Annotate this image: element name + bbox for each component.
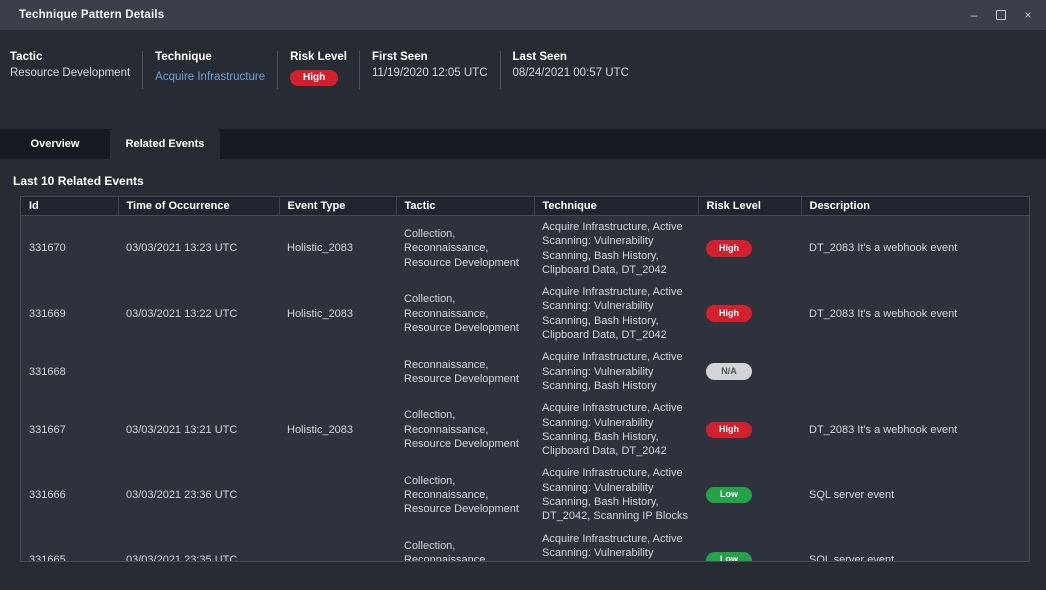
- field-separator: [277, 51, 279, 89]
- tab-bar: Overview Related Events: [0, 129, 1046, 159]
- cell-description: DT_2083 It's a webhook event: [809, 242, 958, 255]
- column-header-event-type: Event Type: [279, 197, 397, 216]
- cell-time: 03/03/2021 13:23 UTC: [126, 242, 238, 255]
- minimize-icon[interactable]: –: [970, 8, 978, 22]
- cell-time: 03/03/2021 13:21 UTC: [126, 423, 238, 436]
- table-row: 331665 03/03/2021 23:35 UTC Collection, Re…: [21, 527, 1029, 562]
- field-separator: [359, 51, 361, 89]
- cell-risk: Low: [698, 528, 801, 561]
- column-header-risk-level: Risk Level: [698, 197, 802, 216]
- risk-badge-high: High: [706, 240, 752, 257]
- cell-risk: High: [698, 281, 801, 346]
- window-controls: – ×: [968, 9, 1046, 21]
- tab-related-events[interactable]: Related Events: [110, 129, 220, 159]
- cell-id: 331667: [29, 423, 66, 436]
- cell-technique: Acquire Infrastructure, Active Scanning:…: [542, 532, 683, 559]
- cell-event-type: [279, 346, 396, 397]
- cell-technique: Acquire Infrastructure, Active Scanning:…: [542, 467, 688, 523]
- field-value-tactic: Resource Development: [10, 67, 131, 79]
- cell-risk: High: [698, 216, 801, 282]
- tab-content: Last 10 Related Events Id Time of Occurre…: [0, 174, 1046, 562]
- header-field-tactic: Tactic Resource Development: [0, 51, 142, 89]
- header-field-last-seen: Last Seen 08/24/2021 00:57 UTC: [501, 51, 641, 89]
- header-field-first-seen: First Seen 11/19/2020 12:05 UTC: [360, 51, 500, 89]
- cell-description: DT_2083 It's a webhook event: [809, 423, 958, 436]
- cell-technique: Acquire Infrastructure, Active Scanning:…: [542, 286, 683, 342]
- cell-risk: N/A: [698, 346, 801, 397]
- cell-event-type: Holistic_2083: [287, 423, 354, 436]
- field-value-last-seen: 08/24/2021 00:57 UTC: [512, 67, 629, 79]
- cell-description: SQL server event: [809, 488, 895, 501]
- table-row: 331666 03/03/2021 23:36 UTC Collection, Re…: [21, 462, 1029, 528]
- cell-id: 331670: [29, 242, 66, 255]
- column-header-id: Id: [21, 197, 119, 216]
- field-separator: [499, 51, 501, 89]
- cell-description: DT_2083 It's a webhook event: [809, 307, 958, 320]
- cell-tactic: Collection, Reconnaissance, Resource Dev…: [404, 474, 519, 516]
- cell-event-type: Holistic_2083: [287, 242, 354, 255]
- risk-badge-n-a: N/A: [706, 363, 752, 381]
- field-label-technique: Technique: [155, 51, 212, 63]
- cell-tactic: Collection, Reconnaissance, Resource Dev…: [404, 293, 519, 334]
- field-separator: [142, 51, 144, 89]
- cell-time: 03/03/2021 23:36 UTC: [126, 488, 238, 501]
- risk-badge-high: High: [706, 421, 752, 439]
- cell-id: 331665: [29, 554, 66, 562]
- cell-technique: Acquire Infrastructure, Active Scanning:…: [542, 351, 683, 392]
- column-header-description: Description: [801, 197, 1029, 216]
- cell-tactic: Reconnaissance, Resource Development: [404, 358, 519, 385]
- table-row: 331669 03/03/2021 13:22 UTC Holistic_2083 C…: [21, 281, 1029, 347]
- section-title: Last 10 Related Events: [13, 174, 144, 188]
- maximize-icon[interactable]: [995, 9, 1007, 21]
- table-row: 331670 03/03/2021 13:23 UTC Holistic_2083 C…: [21, 215, 1029, 282]
- cell-risk: Low: [698, 462, 801, 527]
- risk-badge-high: High: [290, 69, 339, 86]
- detail-header: Tactic Resource Development Technique Acqui…: [0, 51, 1046, 89]
- tab-overview[interactable]: Overview: [30, 138, 80, 150]
- cell-id: 331669: [29, 307, 66, 320]
- cell-id: 331666: [29, 488, 66, 501]
- column-header-tactic: Tactic: [396, 197, 535, 216]
- header-field-technique: Technique Acquire Infrastructure: [143, 51, 277, 89]
- table-header-row: Id Time of Occurrence Event Type Tactic Tech…: [21, 197, 1029, 216]
- table-row: 331667 03/03/2021 13:21 UTC Holistic_2083 C…: [21, 397, 1029, 463]
- cell-time: 03/03/2021 13:22 UTC: [126, 307, 238, 320]
- field-label-last-seen: Last Seen: [512, 51, 567, 63]
- table-row: 331668 Reconnaissance, Resource Developme…: [21, 346, 1029, 398]
- cell-description: SQL server event: [809, 554, 895, 562]
- field-label-first-seen: First Seen: [372, 51, 428, 63]
- cell-event-type: [279, 528, 396, 561]
- cell-tactic: Collection, Reconnaissance, Resource Dev…: [404, 539, 489, 562]
- cell-tactic: Collection, Reconnaissance, Resource Dev…: [404, 228, 519, 269]
- cell-id: 331668: [29, 365, 66, 378]
- field-label-tactic: Tactic: [10, 51, 43, 63]
- field-value-first-seen: 11/19/2020 12:05 UTC: [372, 67, 488, 79]
- cell-time: [118, 346, 279, 397]
- related-events-table: Id Time of Occurrence Event Type Tactic Tech…: [20, 196, 1030, 562]
- field-label-risk-level: Risk Level: [290, 51, 348, 63]
- risk-badge-low: Low: [706, 486, 752, 504]
- field-value-technique[interactable]: Acquire Infrastructure: [155, 71, 266, 83]
- column-header-technique: Technique: [534, 197, 699, 216]
- window-title: Technique Pattern Details: [19, 9, 165, 21]
- maximize-glyph: [996, 10, 1006, 20]
- cell-technique: Acquire Infrastructure, Active Scanning:…: [542, 221, 683, 276]
- cell-tactic: Collection, Reconnaissance, Resource Dev…: [404, 409, 519, 450]
- cell-technique: Acquire Infrastructure, Active Scanning:…: [542, 402, 683, 458]
- column-header-time-of-occurrence: Time of Occurrence: [118, 197, 280, 216]
- cell-event-type: [279, 462, 396, 527]
- risk-badge-high: High: [706, 305, 752, 323]
- header-field-risk-level: Risk Level High: [278, 51, 359, 89]
- close-icon[interactable]: ×: [1024, 8, 1032, 22]
- cell-description: [801, 346, 1029, 397]
- cell-risk: High: [698, 397, 801, 462]
- cell-time: 03/03/2021 23:35 UTC: [126, 554, 238, 562]
- titlebar: Technique Pattern Details – ×: [0, 0, 1046, 30]
- cell-event-type: Holistic_2083: [287, 307, 354, 320]
- risk-badge-low: Low: [706, 551, 752, 561]
